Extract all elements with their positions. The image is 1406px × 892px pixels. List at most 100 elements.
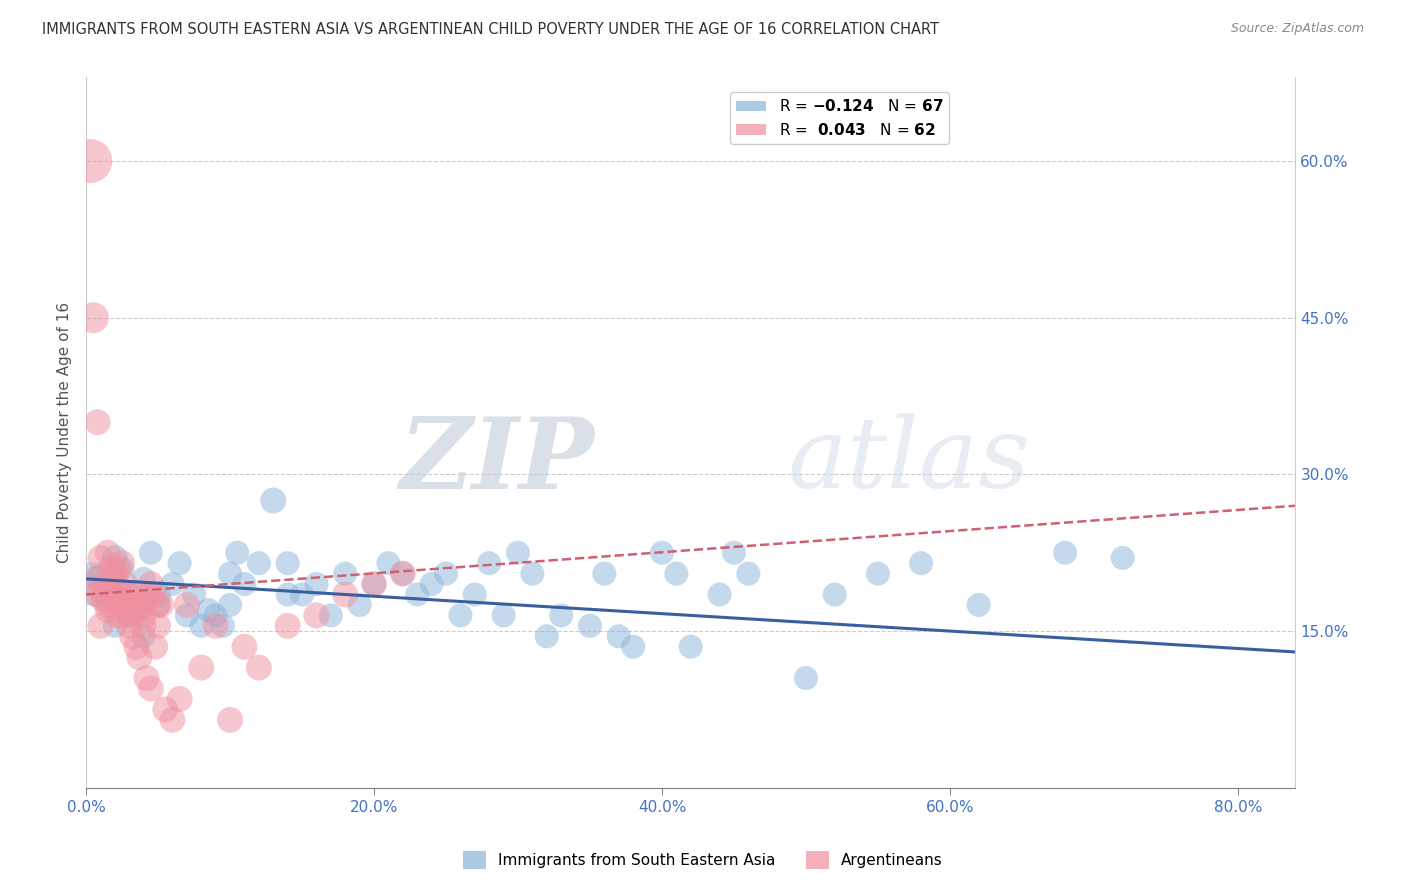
- Point: [377, 556, 399, 570]
- Point: [723, 546, 745, 560]
- Point: [737, 566, 759, 581]
- Point: [291, 587, 314, 601]
- Point: [97, 603, 120, 617]
- Point: [82, 310, 104, 325]
- Point: [89, 582, 111, 597]
- Point: [97, 592, 120, 607]
- Point: [155, 702, 177, 716]
- Point: [97, 546, 120, 560]
- Point: [146, 598, 169, 612]
- Point: [550, 608, 572, 623]
- Point: [100, 561, 122, 575]
- Point: [82, 577, 104, 591]
- Point: [132, 629, 155, 643]
- Point: [651, 546, 673, 560]
- Point: [132, 619, 155, 633]
- Point: [219, 598, 242, 612]
- Point: [319, 608, 342, 623]
- Point: [122, 598, 145, 612]
- Point: [125, 640, 148, 654]
- Point: [1111, 551, 1133, 566]
- Point: [406, 587, 429, 601]
- Point: [709, 587, 731, 601]
- Point: [84, 572, 107, 586]
- Point: [967, 598, 990, 612]
- Point: [169, 556, 191, 570]
- Point: [579, 619, 602, 633]
- Point: [132, 598, 155, 612]
- Point: [110, 587, 132, 601]
- Point: [114, 577, 136, 591]
- Point: [219, 713, 242, 727]
- Point: [363, 577, 385, 591]
- Point: [621, 640, 644, 654]
- Point: [492, 608, 515, 623]
- Point: [86, 415, 108, 429]
- Point: [79, 154, 101, 169]
- Point: [104, 551, 127, 566]
- Point: [111, 561, 134, 575]
- Point: [910, 556, 932, 570]
- Point: [204, 619, 226, 633]
- Point: [118, 603, 141, 617]
- Point: [89, 551, 111, 566]
- Point: [449, 608, 471, 623]
- Point: [118, 587, 141, 601]
- Point: [363, 577, 385, 591]
- Point: [233, 577, 256, 591]
- Point: [335, 587, 357, 601]
- Point: [219, 566, 242, 581]
- Point: [211, 619, 233, 633]
- Point: [139, 681, 162, 696]
- Point: [104, 598, 127, 612]
- Point: [679, 640, 702, 654]
- Legend: R = $\mathbf{-0.124}$   N = $\mathbf{67}$, R = $\mathbf{\ 0.043}$   N = $\mathbf: R = $\mathbf{-0.124}$ N = $\mathbf{67}$,…: [730, 92, 949, 144]
- Point: [176, 598, 198, 612]
- Point: [121, 629, 143, 643]
- Point: [139, 546, 162, 560]
- Point: [607, 629, 630, 643]
- Point: [118, 608, 141, 623]
- Y-axis label: Child Poverty Under the Age of 16: Child Poverty Under the Age of 16: [58, 302, 72, 563]
- Point: [107, 608, 129, 623]
- Point: [169, 692, 191, 706]
- Point: [107, 561, 129, 575]
- Point: [162, 577, 184, 591]
- Point: [139, 577, 162, 591]
- Point: [118, 619, 141, 633]
- Point: [104, 566, 127, 581]
- Point: [97, 598, 120, 612]
- Point: [506, 546, 529, 560]
- Point: [141, 587, 163, 601]
- Point: [146, 598, 169, 612]
- Point: [129, 598, 152, 612]
- Point: [115, 587, 138, 601]
- Point: [197, 603, 219, 617]
- Point: [94, 577, 117, 591]
- Point: [794, 671, 817, 685]
- Point: [146, 619, 169, 633]
- Point: [247, 660, 270, 674]
- Point: [420, 577, 443, 591]
- Point: [262, 493, 284, 508]
- Point: [143, 640, 166, 654]
- Point: [866, 566, 889, 581]
- Point: [434, 566, 457, 581]
- Point: [111, 556, 134, 570]
- Point: [104, 577, 127, 591]
- Point: [125, 603, 148, 617]
- Point: [233, 640, 256, 654]
- Text: IMMIGRANTS FROM SOUTH EASTERN ASIA VS ARGENTINEAN CHILD POVERTY UNDER THE AGE OF: IMMIGRANTS FROM SOUTH EASTERN ASIA VS AR…: [42, 22, 939, 37]
- Point: [136, 587, 159, 601]
- Point: [104, 619, 127, 633]
- Point: [132, 572, 155, 586]
- Point: [226, 546, 249, 560]
- Point: [146, 587, 169, 601]
- Point: [391, 566, 413, 581]
- Point: [391, 566, 413, 581]
- Point: [190, 660, 212, 674]
- Text: Source: ZipAtlas.com: Source: ZipAtlas.com: [1230, 22, 1364, 36]
- Point: [125, 608, 148, 623]
- Legend: Immigrants from South Eastern Asia, Argentineans: Immigrants from South Eastern Asia, Arge…: [457, 845, 949, 875]
- Point: [247, 556, 270, 570]
